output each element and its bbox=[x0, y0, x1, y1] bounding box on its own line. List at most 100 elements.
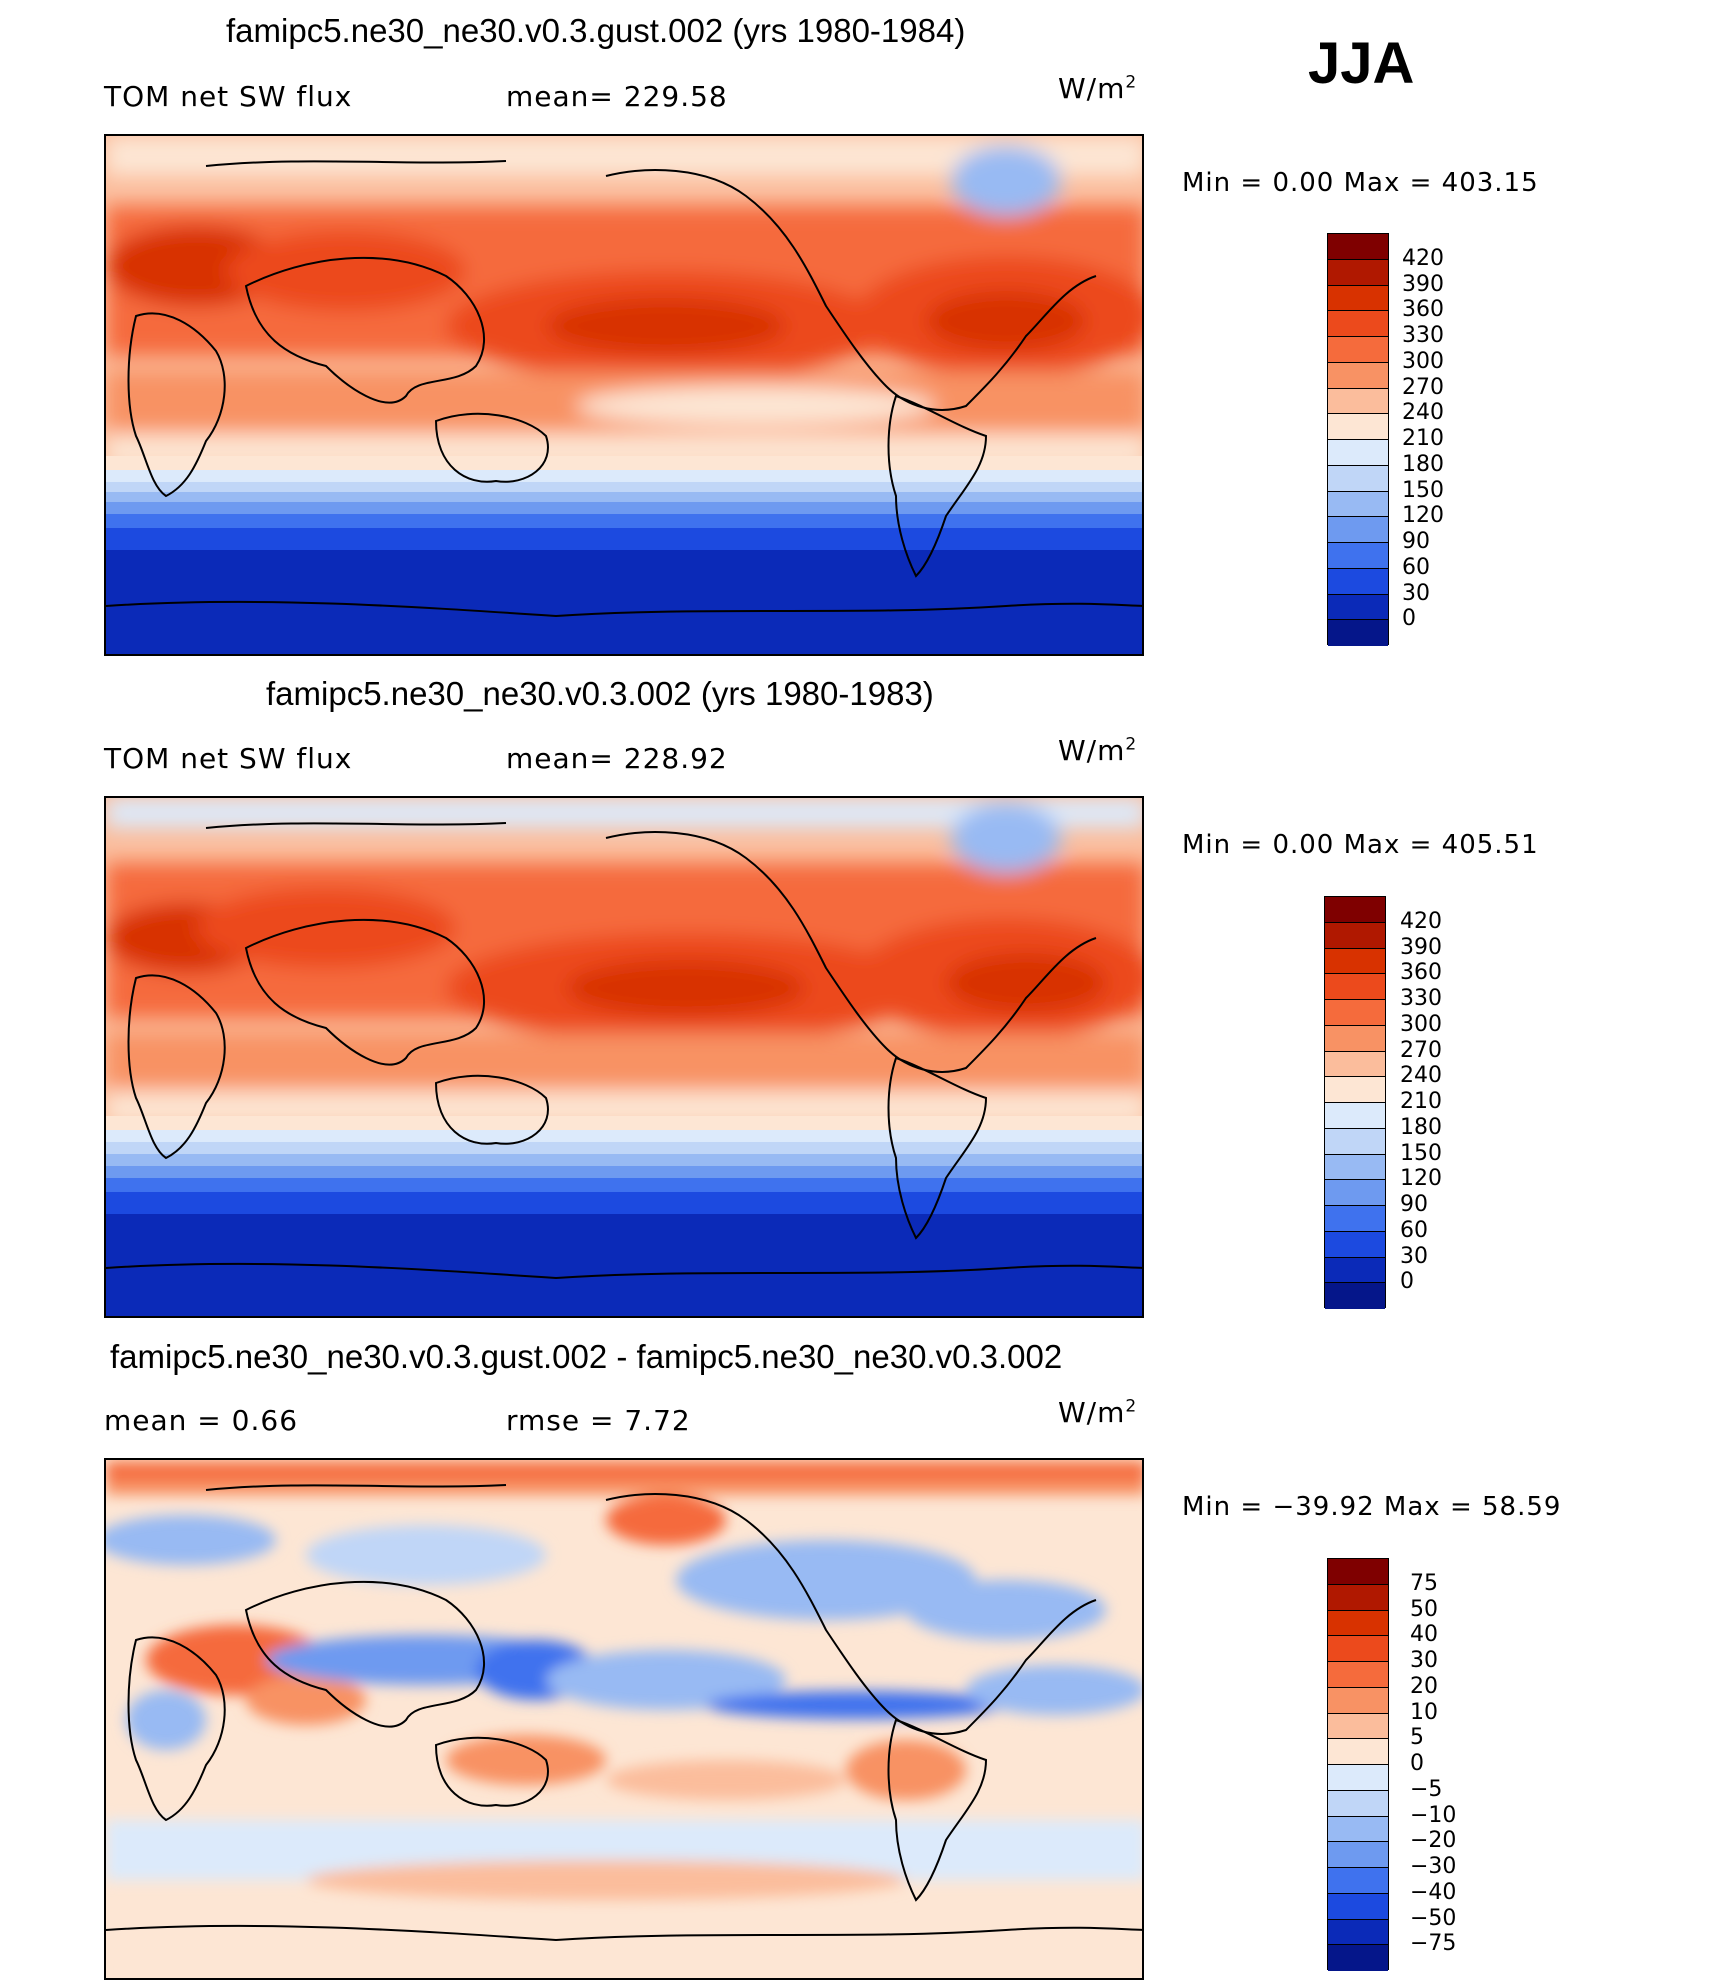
colorbar-swatch bbox=[1325, 1206, 1385, 1232]
colorbar-swatch bbox=[1325, 1283, 1385, 1309]
colorbar-swatch bbox=[1328, 1790, 1388, 1817]
panel-1-units: W/m2 bbox=[1058, 72, 1138, 105]
colorbar-swatch bbox=[1328, 1945, 1388, 1971]
panel-3-colorbar-labels: 75 50 40 30 20 10 5 0 −5 −10 −20 −30 −40 −50 −75 bbox=[1410, 1558, 1490, 1970]
colorbar-swatch bbox=[1325, 974, 1385, 1000]
colorbar-swatch bbox=[1328, 1868, 1388, 1894]
colorbar-swatch bbox=[1328, 543, 1388, 569]
colorbar-label: 300 bbox=[1400, 1011, 1442, 1037]
colorbar-label: −5 bbox=[1410, 1776, 1443, 1802]
colorbar-label: −50 bbox=[1410, 1905, 1457, 1931]
colorbar-swatch bbox=[1325, 897, 1385, 923]
colorbar-swatch bbox=[1328, 620, 1388, 646]
panel-3-rmse-label: rmse = 7.72 bbox=[506, 1404, 691, 1437]
colorbar-swatch bbox=[1328, 1636, 1388, 1662]
colorbar-label: 270 bbox=[1402, 374, 1444, 400]
colorbar-label: −75 bbox=[1410, 1931, 1457, 1957]
colorbar-label: 0 bbox=[1402, 606, 1416, 632]
colorbar-label: 0 bbox=[1410, 1751, 1424, 1776]
colorbar-label: 60 bbox=[1400, 1217, 1428, 1243]
colorbar-swatch bbox=[1328, 440, 1388, 466]
colorbar-label: −30 bbox=[1410, 1854, 1457, 1879]
colorbar-swatch bbox=[1328, 1584, 1388, 1611]
colorbar-swatch bbox=[1325, 1000, 1385, 1026]
colorbar-label: 0 bbox=[1400, 1269, 1414, 1295]
panel-2-mean-label: mean= 228.92 bbox=[506, 742, 728, 775]
panel-3-map bbox=[104, 1458, 1144, 1980]
panel-1-variable-label: TOM net SW flux bbox=[104, 80, 353, 113]
colorbar-label: 5 bbox=[1410, 1725, 1424, 1751]
colorbar-label: 330 bbox=[1400, 986, 1442, 1011]
colorbar-label: 420 bbox=[1402, 245, 1444, 271]
colorbar-swatch bbox=[1325, 1051, 1385, 1078]
colorbar-label: 40 bbox=[1410, 1622, 1438, 1648]
colorbar-swatch bbox=[1325, 1231, 1385, 1258]
colorbar-label: 180 bbox=[1400, 1114, 1442, 1140]
colorbar-label: 180 bbox=[1402, 451, 1444, 477]
colorbar-label: 90 bbox=[1400, 1192, 1428, 1217]
colorbar-swatch bbox=[1328, 491, 1388, 518]
colorbar-label: 360 bbox=[1400, 960, 1442, 986]
colorbar-label: 75 bbox=[1410, 1570, 1438, 1596]
colorbar-swatch bbox=[1328, 1610, 1388, 1637]
colorbar-swatch bbox=[1328, 362, 1388, 389]
colorbar-swatch bbox=[1328, 1739, 1388, 1765]
colorbar-label: 210 bbox=[1400, 1089, 1442, 1114]
colorbar-swatch bbox=[1328, 234, 1388, 260]
colorbar-label: 30 bbox=[1402, 580, 1430, 606]
colorbar-swatch bbox=[1325, 1077, 1385, 1103]
colorbar-label: 330 bbox=[1402, 323, 1444, 348]
colorbar-swatch bbox=[1328, 517, 1388, 543]
colorbar-label: 50 bbox=[1410, 1596, 1438, 1622]
colorbar-label: 150 bbox=[1400, 1140, 1442, 1166]
panel-2-title: famipc5.ne30_ne30.v0.3.002 (yrs 1980-198… bbox=[266, 675, 934, 712]
colorbar-swatch bbox=[1325, 1025, 1385, 1052]
colorbar-label: 60 bbox=[1402, 554, 1430, 580]
colorbar-swatch bbox=[1325, 922, 1385, 949]
colorbar-swatch bbox=[1325, 1180, 1385, 1206]
colorbar-swatch bbox=[1328, 1893, 1388, 1920]
colorbar-label: 270 bbox=[1400, 1037, 1442, 1063]
panel-1-colorbar-labels: 420 390 360 330 300 270 240 210 180 150 120 90 60 30 0 bbox=[1402, 233, 1482, 645]
colorbar-swatch bbox=[1328, 1559, 1388, 1585]
panel-2-variable-label: TOM net SW flux bbox=[104, 742, 353, 775]
colorbar-swatch bbox=[1325, 1103, 1385, 1129]
colorbar-label: 240 bbox=[1400, 1063, 1442, 1089]
colorbar-swatch bbox=[1328, 1687, 1388, 1714]
panel-1-mean-label: mean= 229.58 bbox=[506, 80, 728, 113]
colorbar-label: −10 bbox=[1410, 1802, 1457, 1828]
panel-2-map bbox=[104, 796, 1144, 1318]
colorbar-swatch bbox=[1328, 388, 1388, 415]
panel-3-units: W/m2 bbox=[1058, 1396, 1138, 1429]
season-label: JJA bbox=[1308, 31, 1415, 96]
colorbar-swatch bbox=[1325, 1128, 1385, 1155]
panel-1-minmax: Min = 0.00 Max = 403.15 bbox=[1182, 168, 1539, 198]
colorbar-label: 10 bbox=[1410, 1699, 1438, 1725]
colorbar-swatch bbox=[1328, 1816, 1388, 1843]
colorbar-swatch bbox=[1328, 285, 1388, 312]
colorbar-label: 360 bbox=[1402, 297, 1444, 323]
colorbar-swatch bbox=[1328, 1765, 1388, 1791]
colorbar-label: −20 bbox=[1410, 1828, 1457, 1854]
colorbar-swatch bbox=[1328, 594, 1388, 621]
panel-1-map bbox=[104, 134, 1144, 656]
colorbar-swatch bbox=[1328, 1713, 1388, 1740]
colorbar-label: 210 bbox=[1402, 426, 1444, 451]
colorbar-swatch bbox=[1328, 311, 1388, 337]
panel-2-colorbar bbox=[1324, 896, 1386, 1309]
colorbar-label: 30 bbox=[1400, 1243, 1428, 1269]
panel-3-title: famipc5.ne30_ne30.v0.3.gust.002 - famipc… bbox=[110, 1338, 1063, 1375]
colorbar-swatch bbox=[1328, 337, 1388, 363]
colorbar-swatch bbox=[1328, 1919, 1388, 1946]
colorbar-label: 150 bbox=[1402, 477, 1444, 503]
panel-2-minmax: Min = 0.00 Max = 405.51 bbox=[1182, 830, 1539, 860]
panel-2-units: W/m2 bbox=[1058, 734, 1138, 767]
colorbar-swatch bbox=[1328, 1662, 1388, 1688]
colorbar-label: 90 bbox=[1402, 529, 1430, 554]
panel-1-title: famipc5.ne30_ne30.v0.3.gust.002 (yrs 198… bbox=[226, 12, 966, 49]
colorbar-swatch bbox=[1328, 568, 1388, 595]
panel-3-colorbar bbox=[1327, 1558, 1389, 1971]
colorbar-label: 120 bbox=[1400, 1166, 1442, 1192]
colorbar-label: 120 bbox=[1402, 503, 1444, 529]
colorbar-label: 390 bbox=[1402, 271, 1444, 297]
